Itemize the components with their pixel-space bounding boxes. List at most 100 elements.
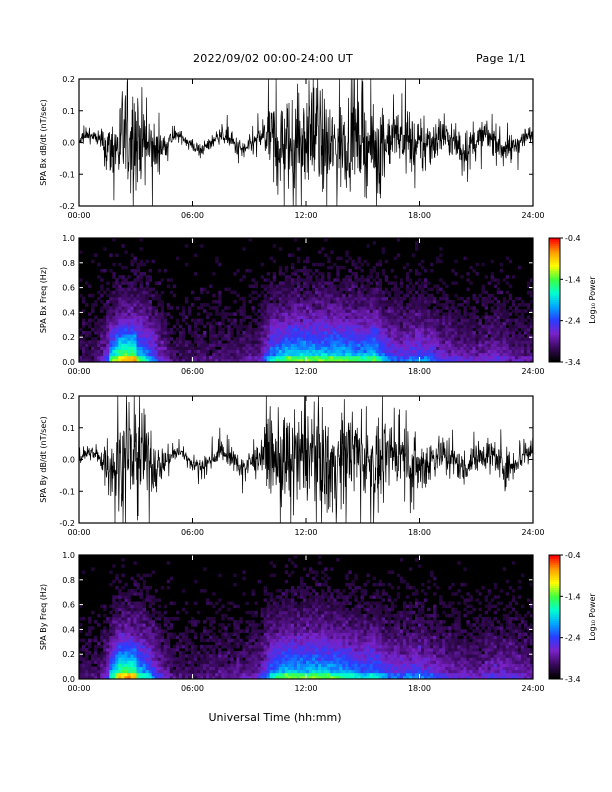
heatmap-cell [345,306,349,310]
heatmap-cell [248,620,252,624]
heatmap-cell [306,272,310,276]
heatmap-cell [290,598,295,602]
heatmap-cell [381,296,386,301]
heatmap-cell [287,358,292,363]
heatmap-cell [115,576,119,581]
heatmap-cell [181,589,186,593]
heatmap-cell [342,312,346,316]
heatmap-cell [290,586,295,590]
heatmap-cell [299,657,304,661]
heatmap-cell [106,638,110,643]
heatmap-cell [181,309,186,313]
heatmap-cell [290,272,295,276]
heatmap-cell [266,284,271,288]
heatmap-cell [327,337,331,341]
heatmap-cell [133,331,137,335]
heatmap-cell [169,576,174,581]
heatmap-cell [209,358,213,363]
heatmap-cell [184,635,189,640]
heatmap-cell [181,657,186,661]
heatmap-cell [339,337,343,341]
heatmap-cell [197,312,201,316]
heatmap-cell [312,300,316,304]
heatmap-cell [514,343,519,347]
heatmap-cell [363,334,367,338]
heatmap-cell [157,352,162,357]
heatmap-cell [188,352,192,357]
heatmap-cell [115,309,119,313]
heatmap-cell [263,617,267,621]
heatmap-cell [387,352,392,357]
heatmap-cell [390,312,395,316]
heatmap-cell [290,303,295,307]
heatmap-cell [303,278,307,282]
heatmap-cell [148,635,152,640]
heatmap-cell [330,349,334,354]
heatmap-cell [372,287,376,292]
heatmap-cell [484,275,488,279]
heatmap-cell [103,641,107,646]
heatmap-cell [118,334,122,338]
heatmap-cell [124,303,128,307]
heatmap-cell [405,343,410,347]
heatmap-cell [284,669,289,674]
heatmap-cell [109,296,113,301]
heatmap-cell [418,324,422,329]
heatmap-cell [160,340,165,344]
heatmap-cell [293,293,298,298]
heatmap-cell [405,327,410,332]
heatmap-cell [148,654,152,658]
heatmap-cell [408,312,413,316]
heatmap-cell [194,660,198,664]
heatmap-cell [230,331,234,335]
heatmap-cell [354,331,358,335]
heatmap-cell [85,632,89,636]
heatmap-cell [372,327,376,332]
heatmap-cell [375,293,379,298]
heatmap-cell [106,358,110,363]
heatmap-cell [200,675,204,680]
heatmap-cell [263,293,267,298]
heatmap-cell [163,343,168,347]
heatmap-cell [166,346,171,350]
heatmap-cell [330,306,334,310]
heatmap-cell [257,352,261,357]
heatmap-cell [82,324,86,329]
heatmap-cell [275,644,280,649]
heatmap-cell [257,327,261,332]
heatmap-cell [191,617,195,621]
heatmap-cell [284,570,289,574]
heatmap-cell [142,312,146,316]
heatmap-cell [109,604,113,609]
heatmap-cell [278,617,283,621]
heatmap-cell [324,331,328,335]
heatmap-cell [257,321,261,326]
heatmap-cell [118,287,122,292]
heatmap-cell [266,613,271,618]
heatmap-cell [496,340,501,344]
heatmap-cell [354,358,358,363]
heatmap-cell [194,321,198,326]
heatmap-cell [239,638,243,643]
heatmap-cell [109,324,113,329]
heatmap-cell [375,346,379,350]
heatmap-cell [188,629,192,633]
heatmap-cell [160,306,165,310]
heatmap-cell [163,651,168,655]
heatmap-cell [106,306,110,310]
heatmap-cell [100,663,104,667]
heatmap-cell [402,309,407,313]
heatmap-cell [457,358,461,363]
heatmap-cell [484,331,488,335]
heatmap-cell [260,607,264,612]
heatmap-cell [369,324,373,329]
heatmap-cell [339,281,343,285]
heatmap-cell [430,309,434,313]
heatmap-cell [257,337,261,341]
heatmap-cell [85,340,89,344]
heatmap-cell [508,340,513,344]
y-tick-label: 0.1 [62,424,75,433]
heatmap-cell [197,306,201,310]
heatmap-cell [354,278,358,282]
heatmap-cell [457,334,461,338]
